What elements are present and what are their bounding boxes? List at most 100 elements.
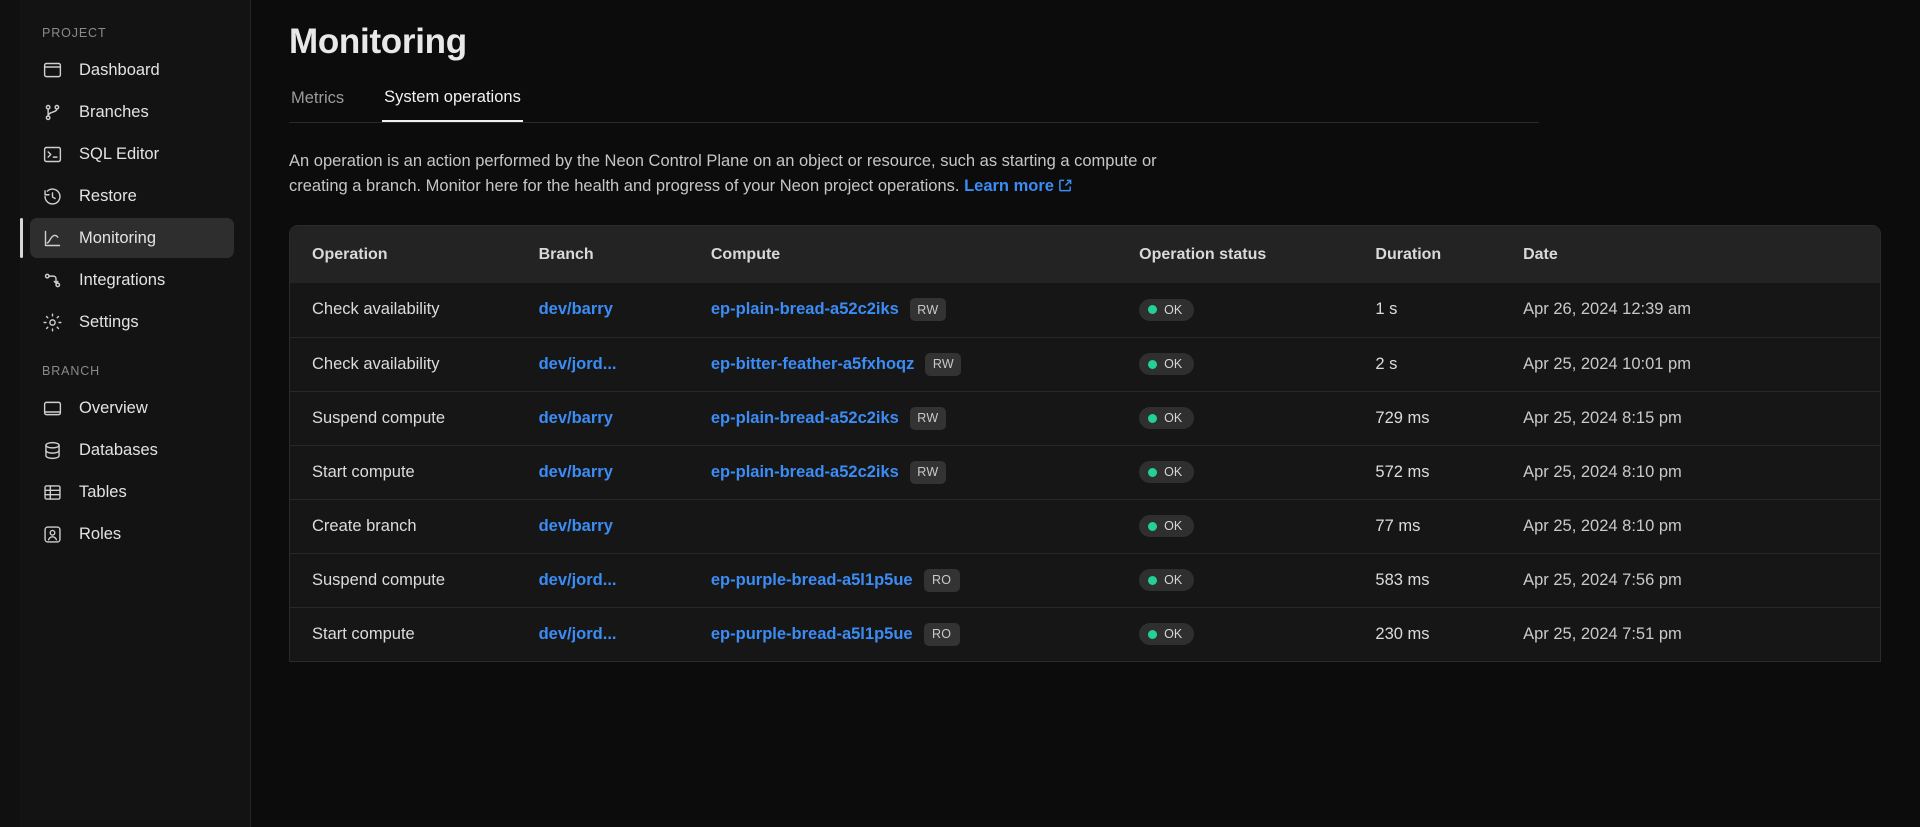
sidebar-item-label: Roles <box>79 524 122 543</box>
branch-link[interactable]: dev/jord... <box>538 354 617 373</box>
compute-link[interactable]: ep-bitter-feather-a5fxhoqz <box>710 354 915 373</box>
column-header-branch: Branch <box>538 226 711 283</box>
table-row[interactable]: Check availability dev/jord... ep-bitter-f… <box>290 336 1880 391</box>
compute-mode-badge: RW <box>909 460 946 484</box>
status-label: OK <box>1164 627 1183 642</box>
status-label: OK <box>1164 519 1183 533</box>
database-icon <box>42 440 63 461</box>
compute-mode-badge: RO <box>923 568 960 592</box>
learn-more-link[interactable]: Learn more <box>964 177 1054 195</box>
cell-compute: ep-bitter-feather-a5fxhoqz RW <box>710 336 1140 391</box>
status-dot-icon <box>1148 575 1158 585</box>
status-label: OK <box>1164 465 1183 479</box>
compute-link[interactable]: ep-plain-bread-a52c2iks <box>710 408 899 427</box>
sidebar-group-label: BRANCH <box>42 364 101 378</box>
sidebar-group-branch: BRANCH Overview Databases Tables Roles <box>20 364 250 554</box>
restore-icon <box>42 186 63 207</box>
external-link-icon <box>1058 178 1073 193</box>
cell-duration: 583 ms <box>1375 552 1524 607</box>
sql-editor-icon <box>42 144 63 165</box>
cell-operation-status: OK <box>1139 606 1376 661</box>
compute-link[interactable]: ep-plain-bread-a52c2iks <box>710 462 899 481</box>
cell-date: Apr 25, 2024 8:10 pm <box>1523 444 1880 499</box>
cell-date: Apr 25, 2024 8:10 pm <box>1523 498 1880 553</box>
tab-metrics[interactable]: Metrics <box>289 88 346 122</box>
cell-branch: dev/barry <box>538 390 711 445</box>
sidebar-item-branches[interactable]: Branches <box>30 92 234 132</box>
cell-branch: dev/barry <box>539 283 711 337</box>
status-label: OK <box>1164 302 1183 317</box>
sidebar-group-label: PROJECT <box>42 26 107 40</box>
cell-duration: 729 ms <box>1375 390 1524 445</box>
status-badge: OK <box>1139 298 1195 321</box>
cell-date: Apr 25, 2024 10:01 pm <box>1523 336 1880 391</box>
table-row[interactable]: Create branch dev/barry OK 77 ms Apr 25, 202… <box>290 498 1880 553</box>
sidebar-item-label: Settings <box>79 312 139 331</box>
column-header-duration: Duration <box>1375 226 1524 283</box>
status-badge: OK <box>1139 407 1195 429</box>
column-header-operation: Operation <box>290 226 539 283</box>
branch-link[interactable]: dev/barry <box>538 462 613 481</box>
table-row[interactable]: Suspend compute dev/barry ep-plain-bread-a… <box>290 390 1880 445</box>
cell-operation-status: OK <box>1139 444 1376 499</box>
cell-compute: ep-purple-bread-a5l1p5ue RO <box>710 552 1140 607</box>
sidebar-item-label: Integrations <box>79 270 166 289</box>
column-header-compute: Compute <box>710 226 1140 283</box>
sidebar-item-monitoring[interactable]: Monitoring <box>20 218 234 258</box>
branch-link[interactable]: dev/barry <box>538 408 613 427</box>
status-badge: OK <box>1139 515 1195 537</box>
branch-link[interactable]: dev/jord... <box>538 624 617 643</box>
sidebar-item-sql-editor[interactable]: SQL Editor <box>30 134 234 174</box>
gear-icon <box>42 312 63 333</box>
page-title: Monitoring <box>289 22 467 61</box>
table-row[interactable]: Check availability dev/barry ep-plain-brea… <box>290 283 1880 337</box>
compute-mode-badge: RW <box>909 298 946 322</box>
table-row[interactable]: Suspend compute dev/jord... ep-purple-brea… <box>290 552 1880 607</box>
dashboard-icon <box>42 60 63 81</box>
compute-cell: ep-plain-bread-a52c2iks RW <box>710 298 1139 322</box>
cell-branch: dev/jord... <box>538 552 711 607</box>
sidebar-item-restore[interactable]: Restore <box>30 176 234 216</box>
cell-duration: 2 s <box>1375 336 1524 391</box>
sidebar-item-tables[interactable]: Tables <box>30 472 234 512</box>
sidebar-item-roles[interactable]: Roles <box>30 514 234 554</box>
table-row[interactable]: Start compute dev/barry ep-plain-bread-a52… <box>290 444 1880 499</box>
status-dot-icon <box>1148 305 1158 315</box>
sidebar-item-overview[interactable]: Overview <box>30 388 234 428</box>
sidebar-item-dashboard[interactable]: Dashboard <box>30 50 234 90</box>
cell-operation-status: OK <box>1139 283 1375 337</box>
cell-branch: dev/barry <box>538 498 711 553</box>
tables-icon <box>42 482 63 503</box>
cell-date: Apr 25, 2024 8:15 pm <box>1523 390 1880 445</box>
compute-link[interactable]: ep-purple-bread-a5l1p5ue <box>710 570 913 589</box>
branch-link[interactable]: dev/jord... <box>538 570 617 589</box>
table-head: Operation Branch Compute Operation status Du… <box>290 226 1880 283</box>
cell-operation: Check availability <box>312 300 440 319</box>
table-row[interactable]: Start compute dev/jord... ep-purple-bread-… <box>290 606 1880 661</box>
sidebar-item-label: Databases <box>79 440 158 459</box>
cell-duration: 230 ms <box>1375 606 1524 661</box>
operations-table-card: Operation Branch Compute Operation status Du… <box>289 225 1881 662</box>
branch-link[interactable]: dev/barry <box>538 516 613 535</box>
sidebar-item-label: Restore <box>79 186 137 205</box>
compute-cell: ep-plain-bread-a52c2iks RW <box>710 406 1139 430</box>
sidebar-item-databases[interactable]: Databases <box>30 430 234 470</box>
tab-bar: Metrics System operations <box>289 88 1539 123</box>
cell-operation: Start compute <box>290 444 539 499</box>
cell-date: Apr 25, 2024 7:56 pm <box>1523 552 1880 607</box>
cell-operation: Create branch <box>290 498 539 553</box>
compute-mode-badge: RW <box>925 352 962 376</box>
sidebar-item-integrations[interactable]: Integrations <box>30 260 234 300</box>
status-badge: OK <box>1139 461 1195 483</box>
sidebar-item-label: Tables <box>79 482 127 501</box>
compute-link[interactable]: ep-purple-bread-a5l1p5ue <box>710 624 913 643</box>
sidebar-item-settings[interactable]: Settings <box>30 302 234 342</box>
operations-table: Operation Branch Compute Operation status Du… <box>290 226 1880 661</box>
status-label: OK <box>1164 573 1183 587</box>
cell-date: Apr 25, 2024 7:51 pm <box>1523 606 1880 661</box>
branch-link[interactable]: dev/barry <box>538 300 613 319</box>
branches-icon <box>42 102 63 123</box>
monitoring-icon <box>42 228 63 249</box>
compute-link[interactable]: ep-plain-bread-a52c2iks <box>710 300 899 319</box>
tab-system-operations[interactable]: System operations <box>382 88 523 122</box>
